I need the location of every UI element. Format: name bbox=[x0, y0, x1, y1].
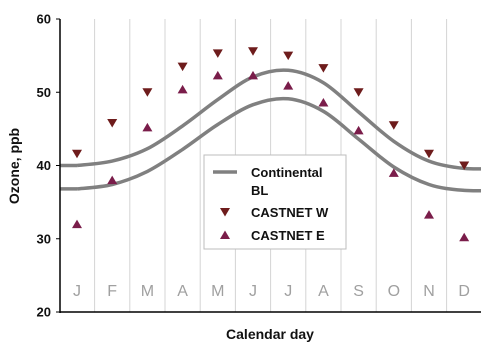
castnet-w-marker bbox=[283, 51, 294, 61]
castnet-w-marker bbox=[318, 64, 329, 73]
month-label: D bbox=[458, 283, 470, 300]
legend-continental-label: BL bbox=[251, 183, 268, 198]
y-tick-label: 60 bbox=[37, 12, 51, 27]
y-axis-label: Ozone, ppb bbox=[6, 128, 22, 204]
castnet-e-marker bbox=[459, 232, 470, 242]
continental-bl-lower-line bbox=[76, 96, 481, 193]
castnet-e-marker bbox=[142, 122, 153, 132]
month-label: F bbox=[107, 283, 117, 300]
month-label: J bbox=[284, 283, 292, 300]
x-axis-label: Calendar day bbox=[226, 326, 314, 342]
axis-layer: 20 30 40 50 60 J F M A M J J A S O N D Calendar day Ozone,… bbox=[6, 12, 481, 342]
month-label: A bbox=[177, 283, 188, 300]
month-label: M bbox=[211, 283, 224, 300]
legend: Continental BL CASTNET W CASTNET E bbox=[203, 154, 347, 250]
castnet-e-marker bbox=[72, 219, 82, 229]
castnet-w-marker bbox=[424, 149, 434, 159]
castnet-w-marker bbox=[212, 49, 223, 58]
castnet-e-marker bbox=[107, 175, 118, 185]
legend-continental-label: Continental bbox=[251, 165, 323, 180]
y-tick-label: 50 bbox=[37, 85, 51, 100]
castnet-w-marker bbox=[353, 88, 364, 97]
castnet-w-marker bbox=[142, 88, 153, 97]
month-label: M bbox=[141, 283, 154, 300]
castnet-w-marker bbox=[72, 149, 82, 159]
legend-castnet-e-label: CASTNET E bbox=[251, 228, 325, 243]
castnet-e-marker bbox=[212, 70, 223, 80]
legend-castnet-e-marker bbox=[220, 230, 230, 239]
month-label: J bbox=[249, 283, 257, 300]
castnet-w-marker bbox=[177, 62, 188, 72]
castnet-e-marker bbox=[283, 81, 294, 90]
castnet-e-marker bbox=[318, 98, 329, 107]
castnet-e-marker bbox=[388, 168, 399, 177]
y-tick-label: 40 bbox=[37, 158, 51, 173]
y-tick-label: 30 bbox=[37, 231, 51, 246]
castnet-e-marker bbox=[353, 125, 364, 135]
castnet-e-marker bbox=[248, 70, 258, 80]
castnet-e-marker bbox=[177, 84, 188, 94]
month-label: N bbox=[423, 283, 435, 300]
marker-layer bbox=[72, 47, 470, 242]
continental-bl-upper-line bbox=[76, 68, 481, 171]
legend-castnet-w-label: CASTNET W bbox=[251, 205, 329, 220]
continental-bl-band bbox=[60, 68, 481, 193]
month-label: S bbox=[353, 283, 364, 300]
legend-castnet-w-marker bbox=[220, 208, 230, 217]
castnet-w-marker bbox=[107, 119, 118, 128]
month-label: O bbox=[388, 283, 400, 300]
castnet-w-marker bbox=[388, 121, 399, 130]
castnet-w-marker bbox=[248, 47, 258, 56]
y-tick-label: 20 bbox=[37, 305, 51, 320]
month-label: A bbox=[318, 283, 329, 300]
castnet-e-marker bbox=[424, 210, 434, 219]
month-label: J bbox=[73, 283, 81, 300]
castnet-w-marker bbox=[459, 161, 470, 170]
